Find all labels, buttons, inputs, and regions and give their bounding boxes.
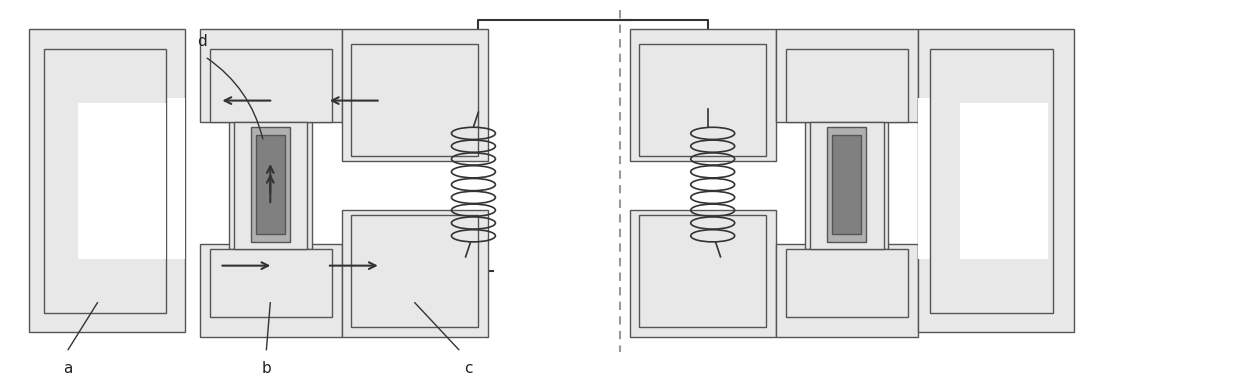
Bar [210, 49, 332, 122]
Bar [810, 122, 884, 249]
Bar [78, 102, 165, 259]
Bar [30, 29, 185, 332]
Text: d: d [197, 34, 207, 49]
Bar [351, 44, 478, 156]
Bar [200, 29, 342, 122]
Bar [785, 49, 907, 122]
Bar [917, 29, 1074, 332]
Bar [43, 49, 165, 313]
Bar [351, 215, 478, 327]
Bar [342, 210, 488, 337]
Bar [640, 215, 767, 327]
Bar [777, 244, 917, 337]
Text: c: c [465, 361, 472, 376]
Bar [777, 29, 917, 122]
Text: a: a [63, 361, 73, 376]
Bar [827, 127, 866, 242]
Bar [255, 135, 285, 234]
Bar [805, 122, 889, 249]
Bar [630, 210, 777, 337]
Bar [959, 102, 1048, 259]
Bar [931, 49, 1053, 313]
Bar [640, 44, 767, 156]
Bar [234, 122, 307, 249]
Bar [68, 98, 185, 259]
Bar [917, 98, 1034, 259]
Bar [832, 135, 861, 234]
Text: b: b [261, 361, 271, 376]
Bar [342, 29, 488, 161]
Bar [630, 29, 777, 161]
Bar [250, 127, 290, 242]
Bar [229, 122, 312, 249]
Bar [210, 249, 332, 318]
Bar [200, 244, 342, 337]
Bar [785, 249, 907, 318]
